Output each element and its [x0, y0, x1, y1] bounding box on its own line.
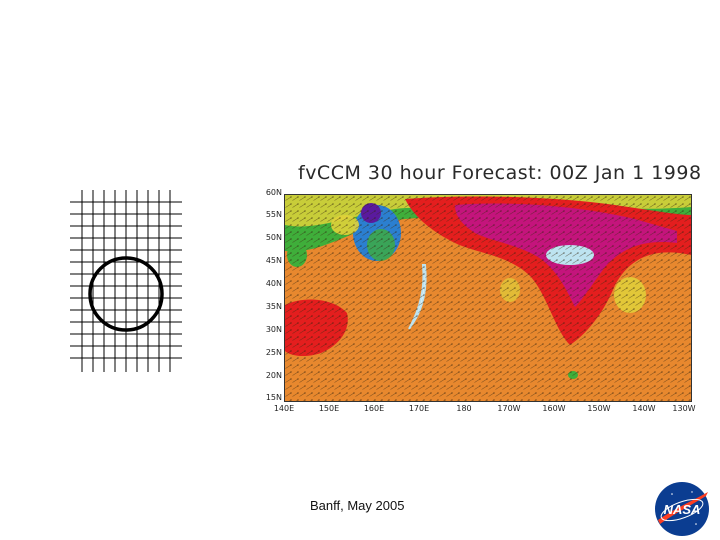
lat-label-20n: 20N — [265, 371, 282, 380]
forecast-map — [284, 194, 692, 402]
grid-circle-diagram — [70, 190, 182, 372]
lon-label-140e: 140E — [273, 404, 295, 413]
figure-title: fvCCM 30 hour Forecast: 00Z Jan 1 1998 — [298, 162, 702, 184]
lon-label-150w: 150W — [587, 404, 611, 413]
lon-label-130w: 130W — [672, 404, 696, 413]
lat-label-60n: 60N — [265, 188, 282, 197]
forecast-map-field — [285, 195, 691, 401]
lon-label-170e: 170E — [408, 404, 430, 413]
lat-label-15n: 15N — [265, 393, 282, 402]
lon-label-180: 180 — [456, 404, 472, 413]
lat-label-50n: 50N — [265, 233, 282, 242]
lon-label-140w: 140W — [632, 404, 656, 413]
grid-circle — [88, 256, 164, 332]
svg-text:NASA: NASA — [664, 502, 701, 517]
footer-text: Banff, May 2005 — [310, 498, 405, 513]
lat-label-35n: 35N — [265, 302, 282, 311]
lon-label-160w: 160W — [542, 404, 566, 413]
lat-label-40n: 40N — [265, 279, 282, 288]
lat-label-30n: 30N — [265, 325, 282, 334]
latitude-labels: 60N 55N 50N 45N 40N 35N 30N 25N 20N 15N — [260, 188, 282, 402]
lon-label-160e: 160E — [363, 404, 385, 413]
nasa-logo: NASA — [655, 482, 709, 536]
forecast-figure: fvCCM 30 hour Forecast: 00Z Jan 1 1998 6… — [260, 160, 702, 430]
longitude-labels: 140E 150E 160E 170E 180 170W 160W 150W 1… — [274, 404, 700, 416]
lat-label-25n: 25N — [265, 348, 282, 357]
lat-label-45n: 45N — [265, 256, 282, 265]
lat-label-55n: 55N — [265, 210, 282, 219]
lon-label-150e: 150E — [318, 404, 340, 413]
lon-label-170w: 170W — [497, 404, 521, 413]
